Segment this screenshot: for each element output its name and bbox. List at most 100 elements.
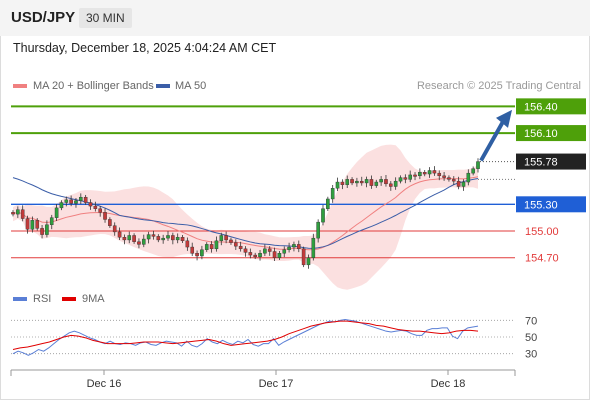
candle-bear [25, 218, 30, 230]
candle-bull [16, 209, 20, 215]
candle-bear [132, 235, 136, 242]
candle-bear [296, 244, 301, 250]
candle-bull [398, 177, 403, 182]
candle-bull [79, 196, 83, 201]
pivot-price-label: 155.30 [524, 199, 558, 211]
candle-bear [20, 209, 25, 219]
candle-bull [54, 207, 59, 218]
candle-bear [93, 205, 98, 209]
candle-bear [185, 240, 190, 248]
candle-bull [316, 221, 320, 239]
candle-bear [389, 183, 393, 187]
candle-bear [112, 225, 117, 233]
candle-bull [306, 257, 311, 266]
support-price-label: 155.00 [525, 226, 559, 238]
forecast-arrow [479, 109, 512, 162]
ma20-legend-label: MA 20 + Bollinger Bands [33, 80, 154, 92]
bollinger-fill [13, 144, 478, 290]
ma50-swatch [156, 84, 170, 88]
candle-bull [59, 202, 64, 209]
pivot-label-bg [516, 196, 586, 213]
candle-bear [98, 208, 102, 213]
last-price-label: 155.78 [524, 157, 558, 169]
candle-bear [369, 179, 374, 186]
candle-bear [238, 245, 243, 250]
datetime-label: Thursday, December 18, 2025 4:04:24 AM C… [13, 41, 277, 55]
last-price-label-bg [516, 153, 586, 170]
x-axis-label: Dec 17 [259, 378, 294, 390]
candle-bull [364, 179, 369, 184]
candle-bear [272, 251, 277, 258]
candle-bear [340, 181, 345, 185]
candle-bear [180, 237, 185, 242]
candle-bear [83, 196, 88, 203]
resistance-price-label: 156.40 [524, 101, 558, 113]
candle-bear [437, 172, 442, 177]
candle-bull [335, 181, 340, 189]
candle-bear [253, 254, 257, 258]
candle-bull [461, 181, 466, 187]
candle-bull [258, 253, 262, 258]
candle-bear [88, 202, 93, 207]
candle-bear [69, 199, 73, 204]
candle-bull [287, 246, 291, 250]
candle-bull [471, 168, 475, 174]
candles [11, 158, 480, 269]
candle-bear [40, 228, 44, 235]
candle-bull [277, 253, 282, 258]
candle-bull [427, 170, 432, 175]
candle-bear [11, 212, 15, 215]
candle-bull [321, 208, 325, 223]
candle-bear [209, 244, 214, 250]
rsi-line [12, 318, 479, 356]
candle-bull [45, 224, 49, 235]
resistance-label-bg [516, 125, 586, 142]
candle-bull [345, 179, 350, 185]
rsi-ma-swatch [62, 297, 76, 301]
candle-bear [432, 170, 437, 174]
candle-bear [151, 234, 156, 237]
candle-bull [166, 235, 170, 239]
candle-bear [156, 236, 161, 241]
rsi-ma-legend-label: 9MA [82, 293, 105, 305]
candle-bear [384, 179, 388, 185]
bollinger-band [13, 144, 478, 290]
candle-bull [64, 199, 69, 203]
candle-bear [190, 246, 195, 254]
candle-bull [355, 180, 359, 184]
candle-bear [171, 235, 175, 241]
candle-bull [175, 237, 180, 241]
candle-bull [200, 249, 204, 257]
candle-bull [292, 244, 296, 248]
candle-bear [117, 231, 122, 238]
candle-bull [263, 248, 267, 254]
candle-bull [282, 249, 287, 254]
copyright-label: Research © 2025 Trading Central [416, 80, 581, 92]
support-price-label: 154.70 [525, 253, 559, 265]
timeframe-badge[interactable]: 30 MIN [79, 8, 132, 28]
candle-bull [161, 237, 165, 241]
candle-bear [248, 252, 253, 256]
candle-bull [379, 179, 383, 183]
candle-bear [229, 239, 233, 243]
candle-bull [476, 161, 480, 169]
symbol-title: USD/JPY [11, 9, 76, 26]
resistance-label-bg [516, 98, 586, 115]
candle-bull [214, 240, 219, 250]
rsi-tick-label: 30 [525, 349, 537, 361]
price-labels: 156.40 156.10 155.78 155.30 155.00 154.70 [516, 98, 586, 265]
candle-bull [374, 181, 379, 186]
candle-bear [451, 179, 456, 182]
rsi-tick-label: 50 [525, 332, 537, 344]
candle-bear [442, 175, 446, 178]
candle-bear [301, 248, 306, 266]
forecast-arrow-shaft [479, 118, 506, 162]
candle-bear [359, 180, 364, 184]
x-axis-label: Dec 18 [431, 378, 466, 390]
candle-bull [408, 174, 412, 180]
candle-bull [418, 172, 422, 177]
candle-bull [326, 198, 330, 209]
rsi-panel: 70 50 30 [11, 315, 537, 361]
candle-bear [122, 237, 127, 241]
